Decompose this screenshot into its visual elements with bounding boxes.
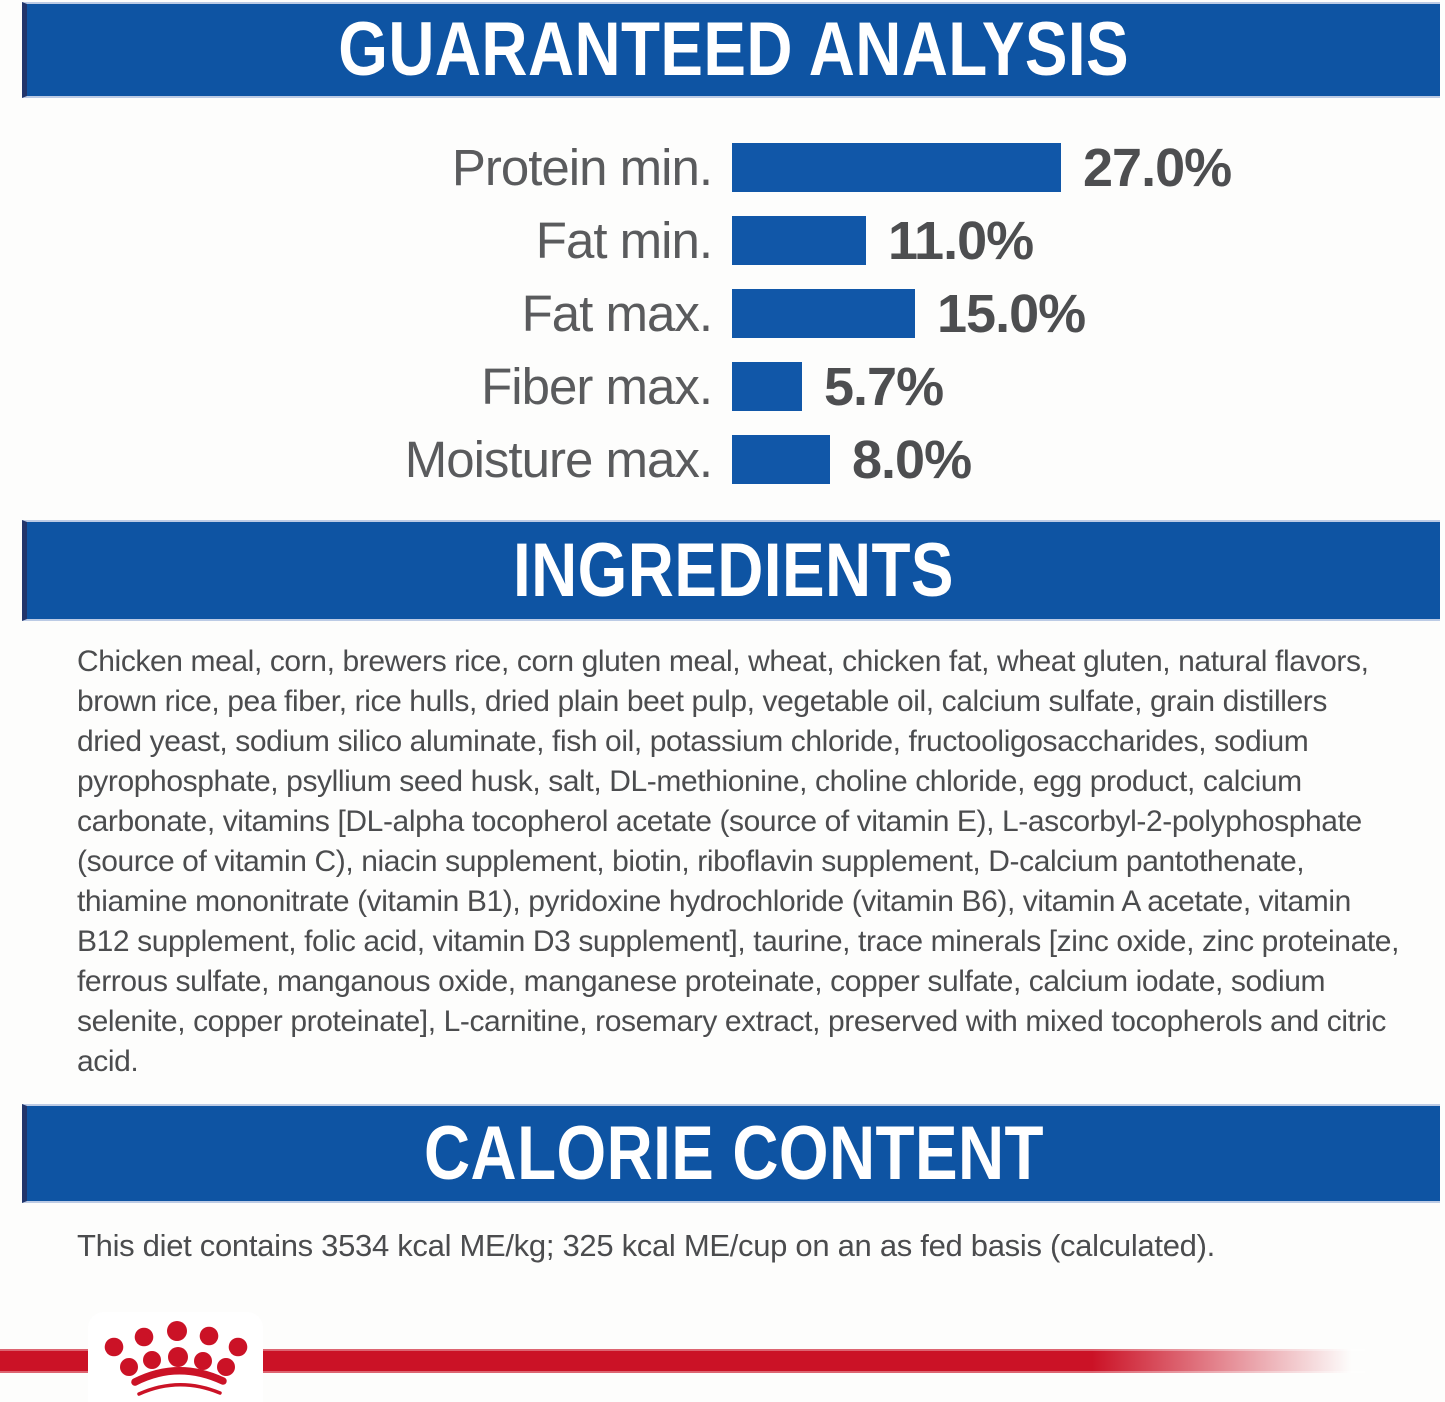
guaranteed-analysis-bar-chart: Protein min. 27.0% Fat min. 11.0% Fat max. 15… xyxy=(0,131,1445,496)
calorie-content-title: CALORIE CONTENT xyxy=(423,1110,1044,1196)
chart-row: Fat max. 15.0% xyxy=(0,277,1445,350)
calorie-content-text: This diet contains 3534 kcal ME/kg; 325 … xyxy=(77,1228,1215,1263)
guaranteed-analysis-title: GUARANTEED ANALYSIS xyxy=(338,7,1129,92)
royal-canin-crown-paw-icon xyxy=(104,1321,248,1396)
calorie-content-banner: CALORIE CONTENT xyxy=(22,1104,1440,1203)
chart-category-label: Protein min. xyxy=(451,139,713,196)
royal-canin-logo-box xyxy=(88,1312,263,1402)
chart-category-label: Moisture max. xyxy=(404,431,713,488)
guaranteed-analysis-banner: GUARANTEED ANALYSIS xyxy=(22,2,1440,98)
ingredients-title: INGREDIENTS xyxy=(513,527,954,613)
chart-row: Protein min. 27.0% xyxy=(0,131,1445,204)
chart-category-label: Fat max. xyxy=(521,285,713,342)
chart-row: Fiber max. 5.7% xyxy=(0,350,1445,423)
chart-value-label: 27.0% xyxy=(1083,137,1232,198)
chart-bar xyxy=(732,289,915,338)
chart-row: Fat min. 11.0% xyxy=(0,204,1445,277)
chart-value-label: 11.0% xyxy=(888,210,1034,271)
chart-value-label: 15.0% xyxy=(937,283,1086,344)
chart-bar xyxy=(732,435,830,484)
chart-value-label: 8.0% xyxy=(852,429,972,490)
chart-value-label: 5.7% xyxy=(824,356,944,417)
ingredients-banner: INGREDIENTS xyxy=(22,520,1440,621)
chart-bar xyxy=(732,143,1061,192)
chart-category-label: Fat min. xyxy=(535,212,713,269)
chart-category-label: Fiber max. xyxy=(481,358,713,415)
chart-bar xyxy=(732,362,802,411)
ingredients-text: Chicken meal, corn, brewers rice, corn g… xyxy=(77,645,1400,1078)
chart-row: Moisture max. 8.0% xyxy=(0,423,1445,496)
chart-bar xyxy=(732,216,866,265)
